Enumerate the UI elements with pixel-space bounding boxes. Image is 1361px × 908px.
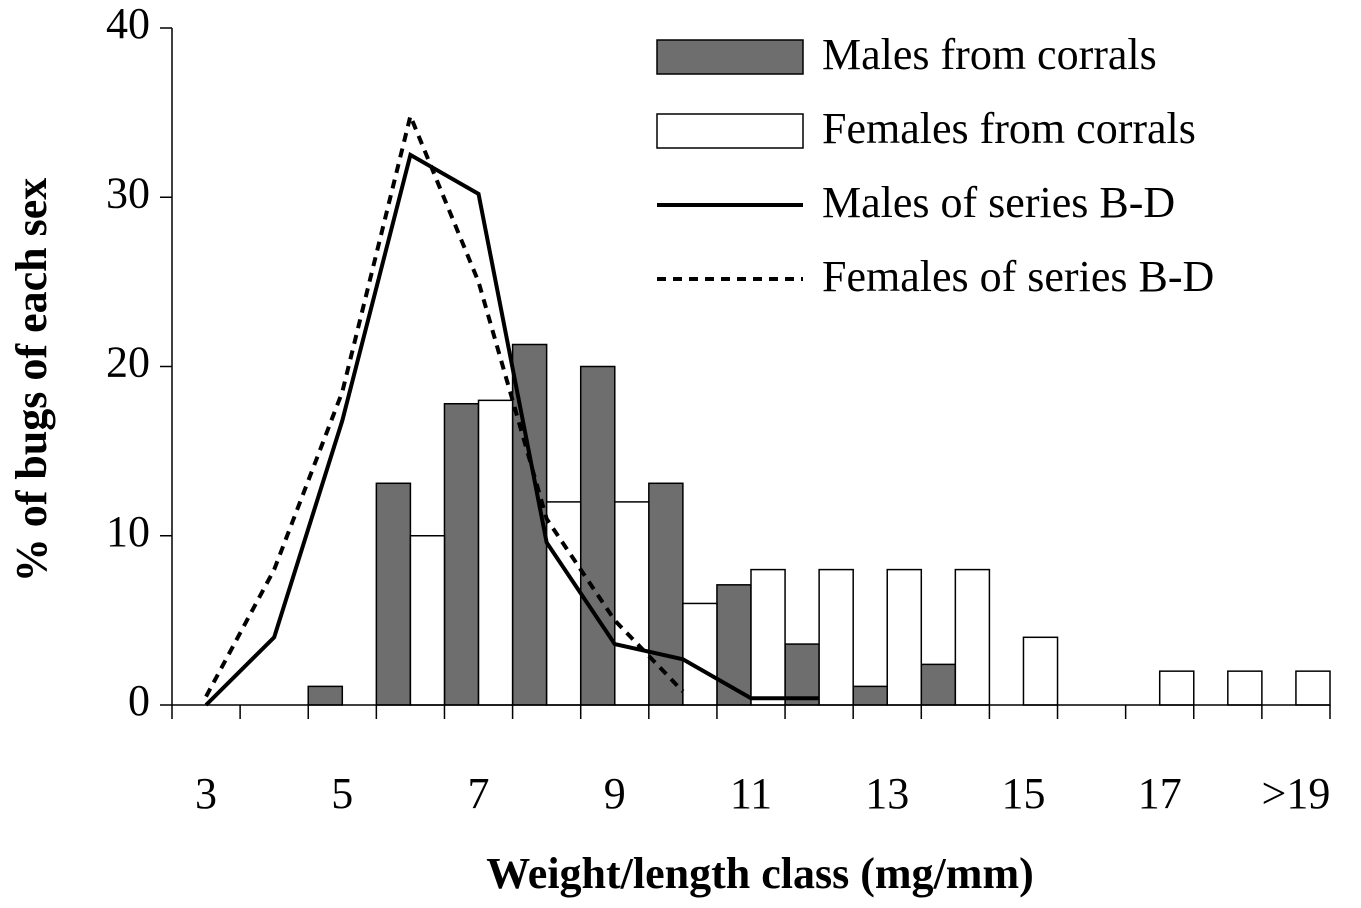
y-tick-label: 10 (106, 507, 150, 556)
bar (1295, 670, 1331, 706)
y-tick-label: 20 (106, 338, 150, 387)
bar (784, 643, 820, 706)
legend-label: Females from corrals (822, 104, 1196, 153)
x-tick-label: 13 (865, 769, 909, 818)
y-axis-label: % of bugs of each sex (7, 178, 56, 583)
legend-swatch (656, 39, 804, 75)
bar (1158, 670, 1195, 706)
x-tick-label: 9 (604, 769, 626, 818)
bar (614, 501, 650, 706)
y-tick-label: 0 (128, 676, 150, 725)
bar (307, 685, 344, 706)
bar (545, 501, 582, 706)
bar (1227, 670, 1263, 706)
bar (682, 602, 718, 706)
legend-label: Females of series B-D (822, 252, 1214, 301)
line (204, 151, 820, 707)
y-tick-label: 30 (106, 168, 150, 217)
bar (886, 568, 923, 706)
bar (648, 482, 684, 706)
bar (750, 568, 786, 706)
bar (852, 685, 888, 706)
x-tick-label: 11 (730, 769, 772, 818)
y-tick-label: 40 (106, 0, 150, 48)
x-axis-label: Weight/length class (mg/mm) (486, 849, 1034, 898)
bar (443, 402, 480, 706)
bar (920, 663, 957, 706)
x-tick-label: 7 (468, 769, 490, 818)
x-tick-label: 3 (195, 769, 217, 818)
x-tick-label: >19 (1262, 769, 1331, 818)
x-tick-label: 5 (331, 769, 353, 818)
bar (1022, 636, 1059, 706)
bar (579, 365, 616, 706)
bar (375, 482, 412, 706)
bar (409, 535, 446, 706)
legend-label: Males from corrals (822, 30, 1157, 79)
bar (954, 568, 991, 706)
bar (477, 399, 514, 706)
x-tick-label: 17 (1138, 769, 1182, 818)
legend-swatch (656, 113, 804, 149)
legend-label: Males of series B-D (822, 178, 1175, 227)
line (204, 109, 685, 698)
x-tick-label: 15 (1001, 769, 1045, 818)
bar (818, 568, 854, 706)
